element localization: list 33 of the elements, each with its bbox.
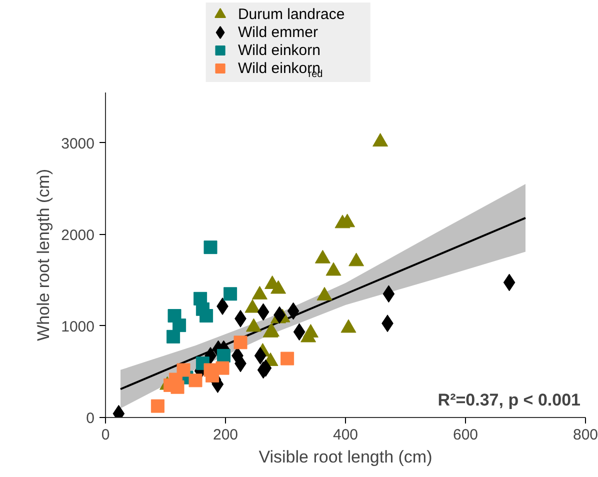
y-axis-title: Whole root length (cm) bbox=[34, 169, 54, 341]
point bbox=[270, 280, 286, 294]
point bbox=[348, 252, 364, 266]
legend-label: Durum landrace bbox=[238, 6, 345, 23]
point bbox=[372, 133, 388, 147]
x-tick-label: 200 bbox=[212, 426, 238, 444]
point bbox=[150, 399, 164, 413]
point bbox=[326, 262, 342, 276]
point bbox=[234, 336, 248, 350]
x-axis-title: Visible root length (cm) bbox=[258, 448, 432, 466]
point bbox=[216, 348, 230, 362]
y-tick-label: 2000 bbox=[61, 226, 95, 244]
point bbox=[200, 309, 214, 323]
x-tick-label: 600 bbox=[452, 426, 478, 444]
legend-label: Wild einkornred bbox=[238, 60, 323, 80]
point bbox=[188, 374, 202, 388]
legend-label: Wild emmer bbox=[238, 24, 318, 41]
line-series bbox=[120, 216, 526, 390]
point bbox=[172, 318, 186, 332]
point bbox=[280, 352, 294, 366]
legend-label: Wild einkorn bbox=[238, 42, 320, 59]
point bbox=[204, 240, 218, 254]
x-tick-label: 0 bbox=[101, 426, 110, 444]
y-tick-label: 3000 bbox=[61, 135, 95, 152]
y-tick-label: 0 bbox=[86, 410, 94, 427]
point bbox=[166, 330, 180, 344]
y-tick-label: 1000 bbox=[61, 318, 95, 336]
point bbox=[224, 287, 238, 301]
point bbox=[314, 250, 330, 264]
point bbox=[216, 361, 230, 375]
annotation: R²=0.37, p < 0.001 bbox=[438, 390, 581, 410]
x-tick-label: 400 bbox=[332, 426, 358, 444]
x-tick-label: 800 bbox=[572, 426, 598, 444]
